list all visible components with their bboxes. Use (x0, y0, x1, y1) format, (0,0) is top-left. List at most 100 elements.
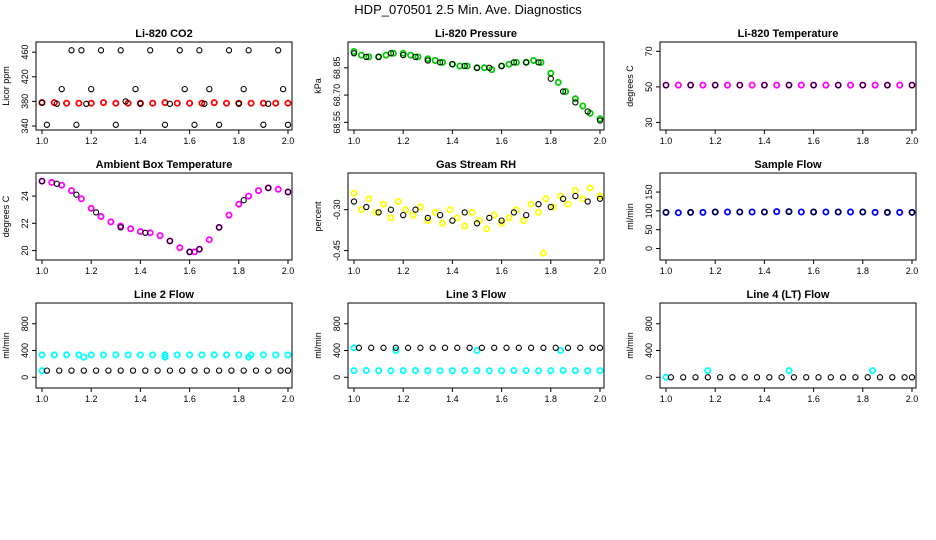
data-point (572, 192, 579, 200)
data-point (535, 201, 542, 208)
x-tick-label: 2.0 (282, 266, 295, 276)
x-tick-label: 1.8 (233, 136, 246, 146)
data-point (375, 367, 383, 375)
panel-co2: Li-820 CO2 Licor ppm 1.0 1.2 1.4 1.6 1.8 2.0 340… (1, 28, 294, 146)
data-point (527, 200, 535, 208)
x-tick-label: 1.0 (660, 394, 673, 404)
data-point (275, 47, 282, 54)
data-point (350, 198, 358, 205)
data-point (50, 351, 58, 359)
data-point (559, 366, 567, 374)
x-tick-label: 2.0 (282, 136, 295, 146)
data-point (901, 374, 908, 381)
data-point (355, 344, 363, 351)
data-point (161, 351, 169, 359)
data-point (363, 53, 370, 61)
panel-line2: Line 2 Flow ml/min 1.0 1.2 1.4 1.6 1.8 2.0 0 400 8… (1, 289, 294, 404)
y-tick-label: 68.85 (332, 57, 342, 80)
x-tick-label: 1.4 (446, 136, 459, 146)
data-point (198, 351, 206, 359)
data-point (869, 367, 877, 375)
data-point (473, 220, 481, 227)
data-point (161, 353, 169, 361)
data-point (284, 367, 292, 374)
data-point (785, 367, 793, 375)
data-point (596, 192, 604, 200)
data-point (871, 81, 879, 89)
data-point (389, 49, 397, 57)
data-point (424, 57, 431, 64)
data-point (196, 246, 203, 253)
data-point (810, 208, 817, 216)
data-point (387, 206, 395, 213)
data-point (254, 187, 262, 195)
data-point (884, 209, 891, 216)
x-tick-label: 1.4 (446, 394, 459, 404)
data-point (205, 236, 213, 244)
data-point (559, 195, 567, 202)
data-point (446, 206, 454, 214)
x-tick-label: 1.4 (446, 266, 459, 276)
y-tick-label: 50 (644, 82, 654, 92)
series-1 (662, 81, 916, 89)
data-point (112, 351, 120, 359)
y-tick-label: 30 (644, 117, 654, 127)
data-point (864, 374, 871, 381)
data-point (365, 53, 373, 61)
data-point (483, 225, 491, 233)
data-point (284, 351, 292, 359)
panel-title: Line 3 Flow (446, 289, 506, 301)
plot-frame (659, 172, 917, 261)
data-point (503, 344, 510, 351)
data-point (142, 229, 149, 236)
series-1 (350, 192, 604, 227)
y-tick-label: 24 (20, 191, 30, 201)
data-point (176, 47, 183, 54)
data-point (692, 374, 699, 381)
y-axis-label: kPa (313, 78, 323, 94)
data-point (409, 211, 417, 219)
data-point (350, 50, 358, 57)
data-point (596, 344, 604, 351)
y-tick-label: 50 (644, 225, 654, 235)
data-point (537, 58, 545, 66)
data-point (704, 374, 711, 381)
data-point (191, 367, 198, 374)
data-point (166, 237, 174, 245)
data-point (564, 200, 572, 208)
y-axis-label: degrees C (625, 65, 635, 107)
data-point (584, 367, 592, 375)
x-tick-label: 2.0 (906, 266, 919, 276)
data-point (142, 367, 149, 374)
panel-title: Sample Flow (754, 159, 822, 171)
data-point (773, 81, 781, 89)
data-point (53, 180, 60, 187)
data-point (215, 121, 223, 128)
data-point (667, 374, 675, 381)
data-point (186, 351, 194, 359)
data-point (761, 208, 768, 216)
panel-pressure: Li-820 Pressure kPa 1.0 1.2 1.4 1.6 1.8 2.0 68.5… (313, 28, 606, 146)
data-point (129, 367, 137, 374)
data-point (112, 121, 119, 128)
data-point (871, 208, 879, 216)
y-tick-label: 460 (20, 45, 30, 60)
data-point (274, 185, 282, 193)
data-point (404, 344, 412, 351)
x-tick-label: 1.4 (134, 266, 147, 276)
data-point (540, 344, 547, 351)
data-point (490, 211, 498, 219)
data-point (58, 85, 65, 93)
data-point (38, 99, 46, 106)
x-tick-label: 1.6 (495, 136, 508, 146)
data-point (105, 367, 112, 374)
data-point (124, 351, 132, 359)
data-point (235, 100, 242, 107)
data-point (424, 214, 431, 222)
data-point (392, 344, 399, 351)
plot-frame (347, 172, 605, 261)
data-point (68, 367, 75, 374)
data-point (785, 208, 793, 215)
data-point (117, 367, 124, 374)
x-tick-label: 1.2 (397, 394, 410, 404)
